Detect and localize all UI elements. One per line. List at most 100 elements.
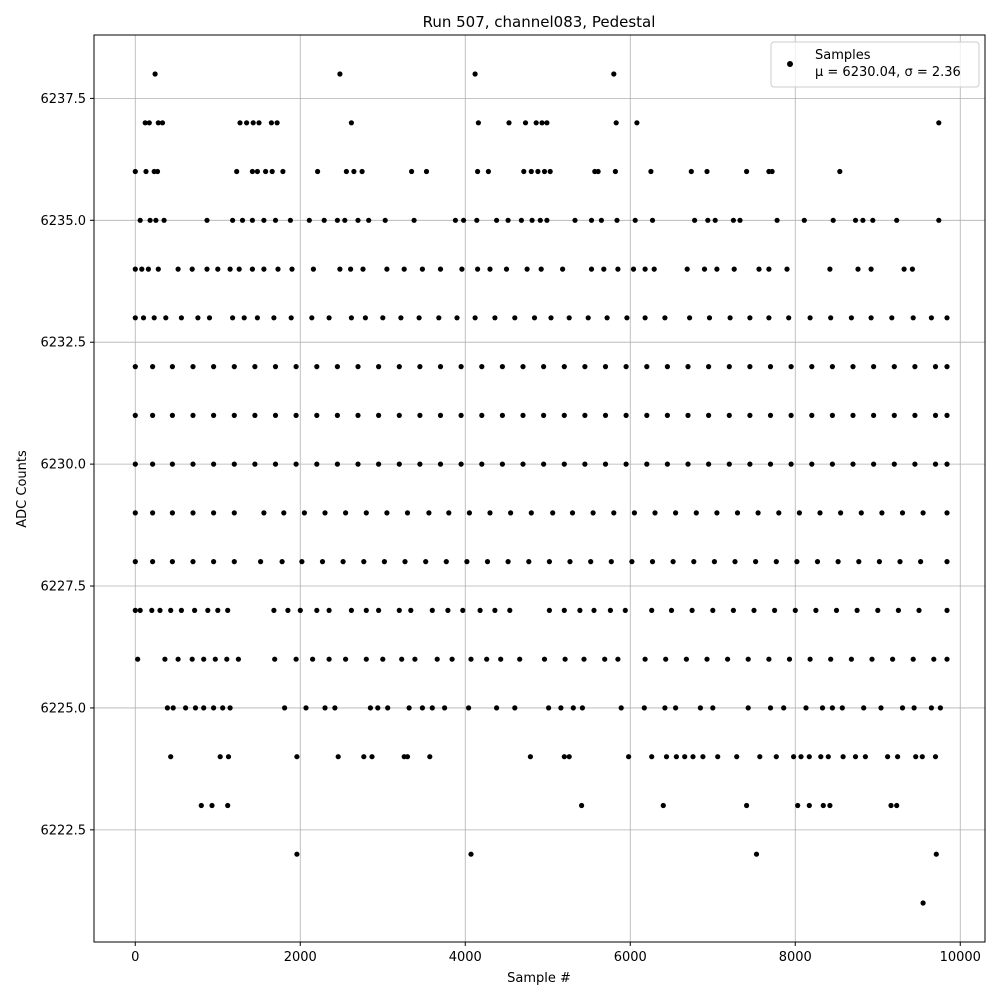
data-point [155,120,161,126]
data-point [461,217,467,223]
data-point [642,266,648,272]
data-point [499,461,505,467]
data-point [132,412,138,418]
data-point [396,461,402,467]
data-point [541,168,548,175]
data-point [602,656,608,662]
data-point [458,412,464,418]
data-point [526,559,532,565]
data-point [382,217,388,223]
data-point [913,754,919,760]
data-point [190,510,196,516]
data-point [256,120,262,126]
data-point [132,364,138,370]
data-point [149,607,155,614]
data-point [858,510,864,516]
data-point [363,656,369,662]
data-point [894,217,900,223]
data-point [484,656,490,662]
data-point [753,559,759,565]
data-point [132,607,138,614]
data-point [781,705,787,711]
legend: Samples μ = 6230.04, σ = 2.36 [770,41,980,88]
data-point [249,217,255,223]
data-point [423,168,430,175]
data-point [891,461,897,467]
data-point [613,120,619,126]
data-point [885,754,891,760]
data-point [153,217,159,223]
data-point [499,412,505,418]
data-point [231,510,237,516]
data-point [198,802,204,809]
data-point [355,364,361,370]
data-point [348,266,354,272]
data-point [239,217,246,223]
data-point [293,656,299,662]
data-point [840,754,846,760]
data-point [189,266,195,272]
grid-lines [94,35,985,942]
data-point [644,412,650,418]
data-point [602,461,609,467]
data-point [204,217,210,223]
data-point [828,656,834,662]
data-point [642,315,648,321]
data-point [201,705,207,711]
data-point [839,705,845,711]
data-point [460,607,466,614]
data-point [337,71,343,77]
data-point [838,510,844,516]
data-point [314,461,320,467]
data-point [700,754,706,760]
data-point [272,461,279,467]
data-point [326,656,332,662]
data-point [706,412,712,418]
data-point [919,754,925,760]
data-point [612,168,619,175]
data-point [369,754,375,760]
data-point [252,461,258,467]
data-point [862,754,869,760]
data-point [685,461,691,467]
data-point [154,168,161,175]
data-point [706,461,712,467]
data-point [396,607,402,614]
data-point [334,461,340,467]
data-point [155,266,161,272]
data-point [477,607,483,614]
data-point [911,705,917,711]
data-point [351,168,357,175]
data-point [376,364,382,370]
data-point [512,705,518,711]
data-point [485,168,491,175]
data-point [348,120,354,126]
data-point [751,607,757,614]
data-point [237,120,243,126]
data-point [376,461,382,467]
data-point [936,217,942,223]
x-tick-label: 10000 [940,950,981,965]
data-point [701,266,708,272]
data-point [809,461,815,467]
data-point [766,656,772,662]
data-point [211,461,217,467]
data-point [396,412,402,418]
data-point [512,315,518,321]
data-point [472,71,478,77]
data-point [745,656,751,662]
data-point [132,461,138,467]
data-point [541,656,548,662]
data-point [517,656,523,662]
data-point [788,461,794,467]
data-point [384,266,390,272]
data-point [891,364,897,370]
data-point [756,266,762,272]
data-point [615,266,621,272]
data-point [541,461,547,467]
data-point [819,705,826,711]
data-point [561,607,567,614]
data-point [618,705,624,711]
data-point [261,217,267,223]
data-point [776,510,782,516]
